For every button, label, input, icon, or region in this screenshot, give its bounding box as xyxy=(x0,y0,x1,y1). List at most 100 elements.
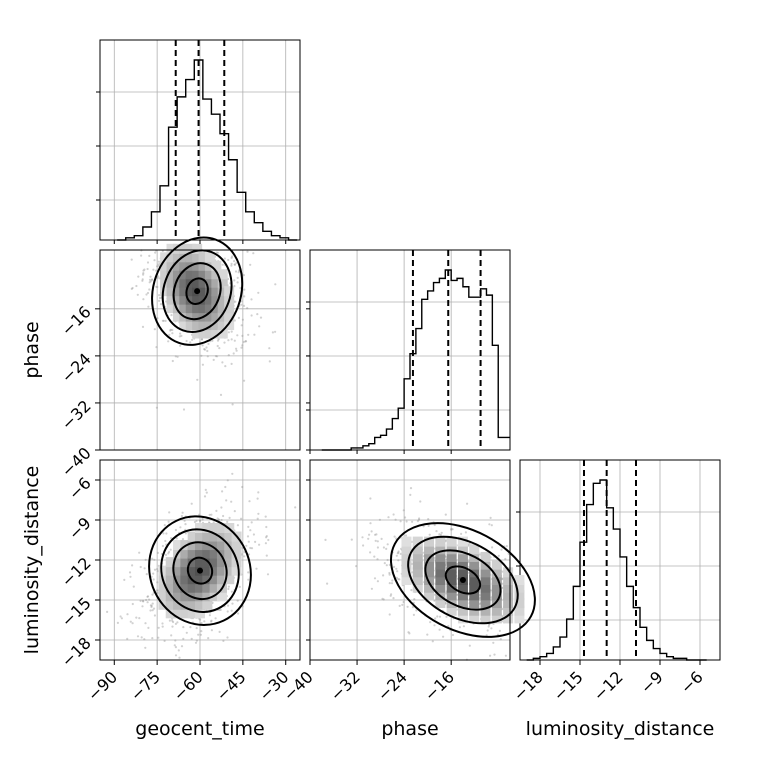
density-cell xyxy=(179,303,190,314)
density-cell xyxy=(192,277,203,288)
scatter-point xyxy=(174,528,177,532)
scatter-point xyxy=(182,626,185,629)
scatter-point xyxy=(148,278,152,281)
density-cell xyxy=(198,269,209,280)
density-cell xyxy=(401,575,412,585)
scatter-point xyxy=(450,528,453,531)
density-cell xyxy=(179,277,190,288)
density-cell xyxy=(514,575,525,585)
density-cell xyxy=(457,598,468,609)
scatter-point xyxy=(392,597,395,600)
scatter-point xyxy=(489,516,492,520)
scatter-point xyxy=(149,280,152,283)
scatter-point xyxy=(243,379,246,382)
density-cell xyxy=(224,311,235,322)
scatter-point xyxy=(268,360,271,363)
density-cell xyxy=(198,252,209,263)
scatter-point xyxy=(155,589,159,592)
density-cell xyxy=(424,551,435,562)
scatter-point xyxy=(398,578,401,581)
scatter-point xyxy=(241,344,244,347)
scatter-point xyxy=(205,346,208,349)
density-cell xyxy=(160,252,171,263)
scatter-point xyxy=(241,334,244,337)
scatter-point xyxy=(151,278,154,281)
density-panel-geocent_time-phase xyxy=(99,236,301,451)
scatter-point xyxy=(429,621,432,624)
scatter-point xyxy=(259,316,263,319)
density-cell xyxy=(446,559,457,570)
scatter-point xyxy=(151,557,154,560)
scatter-point xyxy=(212,358,215,361)
scatter-point xyxy=(386,558,389,562)
scatter-point xyxy=(164,319,167,322)
density-cell xyxy=(224,565,235,576)
x-tick-label-luminosity_distance: −12 xyxy=(590,667,627,704)
scatter-point xyxy=(155,406,158,409)
scatter-point xyxy=(411,606,414,609)
scatter-point xyxy=(199,633,202,636)
density-cell xyxy=(179,269,190,280)
density-cell xyxy=(202,582,213,593)
density-cell xyxy=(209,548,220,559)
scatter-point xyxy=(226,610,229,613)
scatter-point xyxy=(369,497,372,500)
scatter-point xyxy=(224,485,227,489)
scatter-point xyxy=(147,626,150,630)
scatter-point xyxy=(142,272,145,275)
scatter-point xyxy=(153,328,156,331)
scatter-point xyxy=(155,285,158,288)
density-cell xyxy=(401,559,412,570)
scatter-point xyxy=(151,637,154,640)
scatter-point xyxy=(221,263,224,266)
scatter-point xyxy=(142,273,145,276)
scatter-point xyxy=(223,257,226,260)
scatter-point xyxy=(217,338,220,341)
scatter-point xyxy=(161,625,164,628)
scatter-point xyxy=(171,328,174,332)
scatter-point xyxy=(151,602,154,605)
density-cell xyxy=(446,590,457,601)
density-cell xyxy=(217,303,228,314)
scatter-point xyxy=(458,626,461,629)
scatter-point xyxy=(230,262,233,265)
density-cell xyxy=(185,286,196,297)
scatter-point xyxy=(427,518,430,521)
density-cell xyxy=(424,590,435,601)
density-cell xyxy=(211,320,222,331)
scatter-point xyxy=(203,348,206,351)
scatter-point xyxy=(417,518,421,521)
density-cell xyxy=(457,536,468,547)
scatter-point xyxy=(388,571,391,575)
density-cell xyxy=(179,252,190,263)
scatter-point xyxy=(196,378,199,381)
density-cell xyxy=(224,286,235,297)
density-cell xyxy=(180,557,191,568)
scatter-point xyxy=(235,261,238,265)
contour-core xyxy=(185,277,209,306)
density-cell xyxy=(401,544,412,555)
scatter-point xyxy=(215,509,218,512)
density-cell xyxy=(424,567,435,578)
density-cell xyxy=(216,574,227,585)
contour-mid xyxy=(160,528,240,613)
density-cell xyxy=(179,243,190,254)
scatter-point xyxy=(438,628,441,631)
scatter-point xyxy=(249,263,252,266)
x-tick-label-geocent_time: −75 xyxy=(127,667,164,704)
x-tick-label-geocent_time: −90 xyxy=(84,667,121,704)
scatter-point xyxy=(184,532,187,535)
y-axis-label-luminosity-distance: luminosity_distance xyxy=(21,466,43,655)
scatter-point xyxy=(158,296,161,300)
scatter-point xyxy=(490,627,493,630)
scatter-point xyxy=(242,274,245,277)
scatter-point xyxy=(206,355,209,358)
scatter-point xyxy=(175,537,178,540)
density-cell xyxy=(412,582,423,593)
density-cell xyxy=(204,252,215,263)
scatter-point xyxy=(129,575,132,578)
scatter-point xyxy=(233,510,236,513)
scatter-point xyxy=(130,258,133,261)
scatter-point xyxy=(234,300,237,303)
density-cell xyxy=(187,565,198,576)
